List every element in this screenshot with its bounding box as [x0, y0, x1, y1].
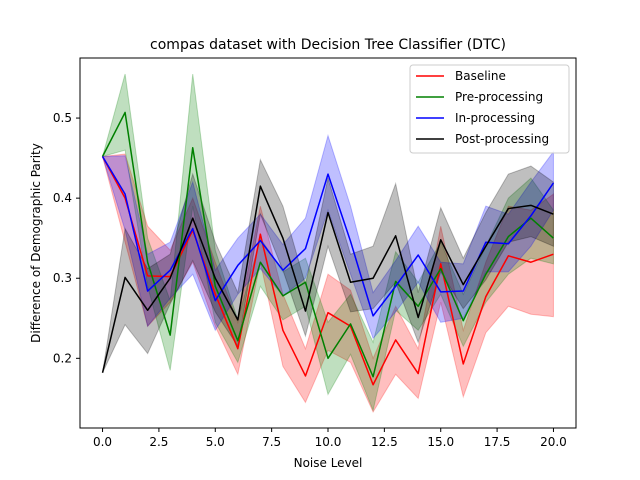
chart-title: compas dataset with Decision Tree Classi… [150, 37, 506, 53]
legend-label-in-processing: In-processing [455, 111, 535, 125]
x-tick-label: 7.5 [262, 435, 281, 449]
y-tick-label: 0.4 [53, 191, 72, 205]
y-tick-label: 0.3 [53, 271, 72, 285]
x-tick-label: 10.0 [315, 435, 342, 449]
legend-label-post-processing: Post-processing [455, 132, 549, 146]
x-tick-label: 5.0 [206, 435, 225, 449]
y-axis-label: Difference of Demographic Parity [29, 143, 43, 343]
x-tick-label: 0.0 [93, 435, 112, 449]
pre-processing-line [101, 111, 554, 378]
baseline-band [101, 153, 554, 414]
x-axis-label: Noise Level [294, 456, 363, 470]
x-tick-label: 20.0 [540, 435, 567, 449]
baseline-line [101, 156, 554, 386]
y-axis-ticks: 0.2 0.3 0.4 0.5 [53, 111, 80, 365]
y-tick-label: 0.5 [53, 111, 72, 125]
legend-label-pre-processing: Pre-processing [455, 90, 543, 104]
x-tick-label: 2.5 [149, 435, 168, 449]
legend-label-baseline: Baseline [455, 69, 506, 83]
post-processing-line [101, 185, 554, 373]
legend-box [409, 64, 570, 154]
legend: Baseline Pre-processing In-processing Post-… [409, 64, 570, 154]
x-axis-ticks: 0.0 2.5 5.0 7.5 10.0 12.5 15.0 17.5 20.0 [93, 428, 567, 449]
x-tick-label: 15.0 [427, 435, 454, 449]
y-tick-label: 0.2 [53, 351, 72, 365]
x-tick-label: 17.5 [484, 435, 511, 449]
x-tick-label: 12.5 [371, 435, 398, 449]
series-lines [101, 111, 555, 386]
